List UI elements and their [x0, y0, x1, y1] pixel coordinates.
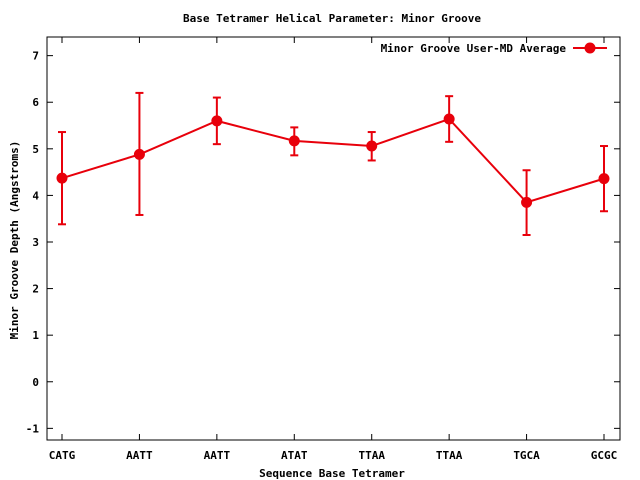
plot-frame — [46, 36, 621, 441]
y-tick-label: 4 — [32, 189, 39, 202]
x-tick-label: TTAA — [436, 449, 463, 462]
data-point — [211, 115, 223, 127]
series-layer — [56, 91, 610, 237]
y-tick-label: 7 — [32, 50, 39, 63]
x-tick-label: CATG — [49, 449, 76, 462]
x-axis: CATG AATT AATT ATAT TTAA TTAA TGCA GCGC — [49, 37, 618, 462]
x-tick-label: TGCA — [513, 449, 540, 462]
data-point — [133, 148, 145, 160]
chart-title: Base Tetramer Helical Parameter: Minor G… — [183, 12, 481, 25]
x-tick-label: TTAA — [358, 449, 385, 462]
x-tick-label: AATT — [126, 449, 153, 462]
data-point — [598, 173, 610, 185]
data-point — [56, 172, 68, 184]
x-tick-label: ATAT — [281, 449, 308, 462]
data-point — [288, 135, 300, 147]
x-tick-label: AATT — [204, 449, 231, 462]
data-point — [521, 196, 533, 208]
data-point — [443, 113, 455, 125]
x-axis-label: Sequence Base Tetramer — [259, 467, 405, 480]
y-tick-label: 1 — [32, 329, 39, 342]
y-tick-label: -1 — [26, 422, 40, 435]
legend-marker — [584, 42, 596, 54]
data-point — [366, 140, 378, 152]
y-tick-label: 0 — [32, 376, 39, 389]
y-tick-label: 5 — [32, 143, 39, 156]
legend: Minor Groove User-MD Average — [381, 42, 607, 55]
y-tick-label: 6 — [32, 96, 39, 109]
legend-label: Minor Groove User-MD Average — [381, 42, 567, 55]
y-axis-label: Minor Groove Depth (Angstroms) — [8, 141, 21, 340]
y-tick-label: 2 — [32, 283, 39, 296]
y-axis: -1 0 1 2 3 4 5 6 7 — [26, 50, 620, 435]
x-tick-label: GCGC — [591, 449, 618, 462]
series-line — [61, 117, 605, 204]
y-tick-label: 3 — [32, 236, 39, 249]
